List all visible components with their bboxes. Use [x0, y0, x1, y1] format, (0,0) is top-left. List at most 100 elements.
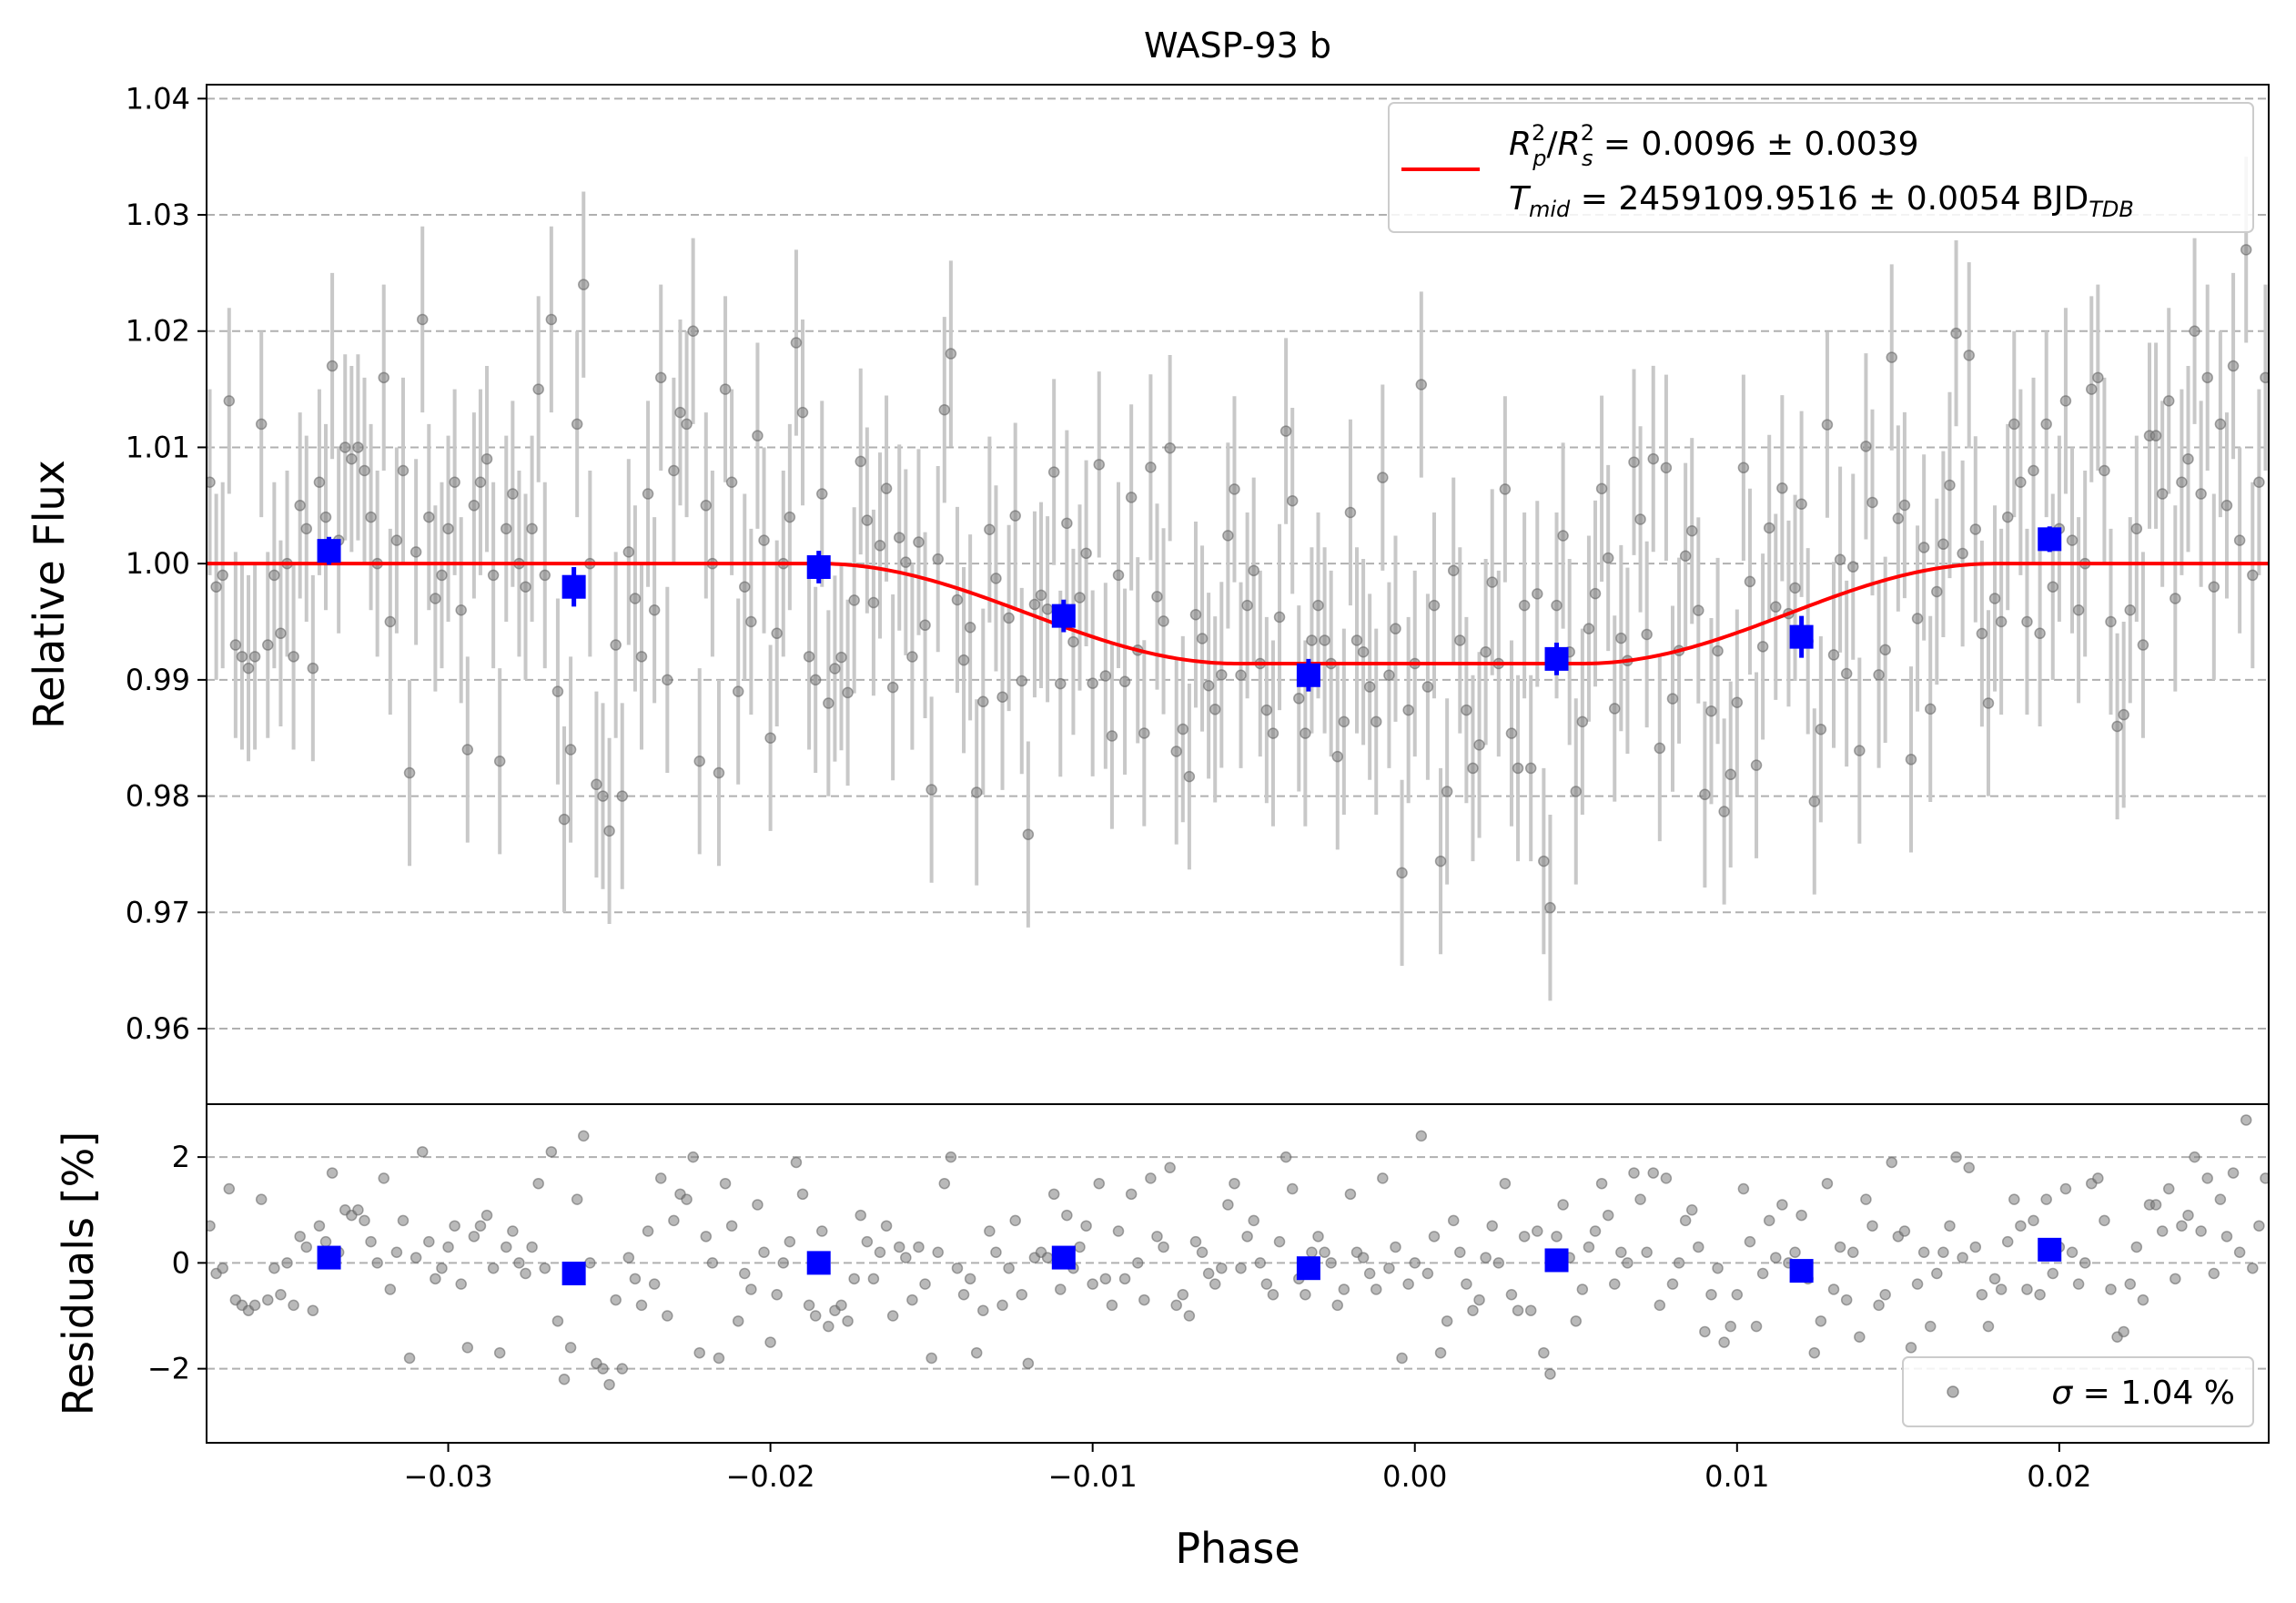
- residual-point: [1421, 1267, 1434, 1280]
- residual-point: [1589, 1225, 1602, 1237]
- residual-point: [706, 1257, 719, 1269]
- raw-flux-point: [1679, 550, 1692, 562]
- legend-tmid-label: Tmid = 2459109.9516 ± 0.0054 BJDTDB: [1509, 180, 2134, 222]
- raw-flux-point: [1834, 553, 1846, 565]
- residual-point: [771, 1289, 783, 1301]
- raw-flux-point: [674, 406, 686, 419]
- raw-flux-point: [2015, 476, 2027, 489]
- raw-flux-point: [1963, 350, 1975, 361]
- residual-point: [938, 1177, 951, 1190]
- raw-flux-point: [365, 511, 377, 523]
- residual-point: [1950, 1151, 1962, 1163]
- residual-point: [597, 1363, 609, 1375]
- residual-point: [1016, 1289, 1028, 1301]
- residual-point: [687, 1151, 699, 1163]
- residual-point: [1821, 1177, 1834, 1190]
- raw-flux-point: [255, 418, 268, 431]
- residual-point: [1106, 1299, 1118, 1312]
- raw-flux-point: [1718, 806, 1730, 817]
- residual-point: [403, 1352, 416, 1365]
- residual-point: [442, 1241, 454, 1253]
- raw-flux-point: [945, 348, 957, 360]
- residual-point: [1712, 1262, 1724, 1274]
- residual-point: [803, 1299, 815, 1312]
- raw-flux-point: [468, 500, 480, 512]
- raw-flux-point: [1467, 762, 1479, 775]
- residual-point: [436, 1262, 448, 1274]
- residual-point: [520, 1267, 531, 1280]
- residual-point: [1685, 1204, 1698, 1216]
- residual-point: [2220, 1231, 2233, 1243]
- raw-flux-point: [1917, 542, 1930, 553]
- residual-point: [1396, 1352, 1408, 1365]
- residual-point: [913, 1241, 925, 1253]
- raw-flux-point: [545, 313, 558, 326]
- raw-flux-point: [1229, 483, 1240, 495]
- residual-point: [809, 1310, 822, 1322]
- residual-point: [1080, 1220, 1092, 1232]
- residual-point: [468, 1231, 480, 1243]
- raw-flux-point: [1428, 599, 1441, 612]
- residual-point: [507, 1225, 519, 1237]
- raw-flux-point: [359, 464, 370, 477]
- residual-point: [945, 1151, 957, 1163]
- residual-point: [861, 1235, 874, 1248]
- residual-point: [874, 1246, 886, 1258]
- residual-point: [2162, 1182, 2175, 1195]
- raw-flux-point: [1699, 788, 1711, 801]
- residual-point: [359, 1214, 370, 1227]
- residual-point: [1093, 1177, 1106, 1190]
- raw-flux-point: [1306, 634, 1318, 646]
- raw-flux-point: [520, 581, 531, 593]
- residual-point: [1731, 1289, 1744, 1301]
- binned-residual-point: [1544, 1248, 1569, 1273]
- raw-flux-point: [1390, 623, 1401, 634]
- raw-flux-point: [1957, 547, 1968, 560]
- residual-point: [1138, 1294, 1150, 1306]
- residual-point: [1279, 1151, 1292, 1163]
- raw-flux-point: [384, 615, 397, 628]
- raw-flux-point: [1454, 634, 1466, 646]
- residual-point: [1795, 1209, 1807, 1222]
- residual-point: [1512, 1304, 1524, 1316]
- legend-residual-marker: [1947, 1385, 1959, 1398]
- residual-point: [784, 1235, 796, 1248]
- raw-flux-point: [288, 651, 299, 663]
- residual-point: [2214, 1193, 2227, 1205]
- residual-point: [1641, 1246, 1653, 1258]
- raw-flux-point: [1112, 569, 1125, 582]
- residual-point: [430, 1273, 441, 1285]
- raw-flux-point: [668, 464, 680, 477]
- raw-flux-point: [1995, 615, 2008, 628]
- residual-point: [2040, 1193, 2052, 1205]
- raw-flux-point: [1609, 703, 1621, 715]
- residual-point: [713, 1352, 725, 1365]
- residual-point: [758, 1246, 770, 1258]
- residual-point: [1976, 1289, 1988, 1301]
- raw-flux-point: [2066, 534, 2079, 546]
- raw-flux-point: [403, 766, 416, 779]
- bottom-y-tick-label: 0: [172, 1245, 190, 1280]
- raw-flux-point: [1583, 623, 1595, 634]
- raw-flux-point: [1273, 611, 1286, 624]
- residual-point: [2099, 1214, 2110, 1227]
- residual-point: [1177, 1289, 1189, 1301]
- raw-flux-point: [2170, 593, 2181, 604]
- residual-point: [2253, 1220, 2265, 1232]
- raw-flux-point: [1570, 786, 1583, 797]
- raw-flux-point: [990, 573, 1002, 584]
- residual-point: [455, 1278, 467, 1290]
- raw-flux-point: [861, 514, 874, 526]
- legend-depth-slash: /: [1547, 126, 1559, 163]
- raw-flux-point: [732, 685, 744, 697]
- residual-point: [1170, 1299, 1182, 1312]
- raw-flux-point: [1705, 705, 1717, 717]
- residual-point: [1467, 1304, 1479, 1316]
- residual-point: [1202, 1267, 1215, 1280]
- raw-flux-point: [1873, 669, 1885, 681]
- raw-flux-point: [725, 476, 738, 489]
- raw-flux-point: [597, 790, 609, 802]
- residual-point: [1917, 1246, 1930, 1258]
- residual-point: [1834, 1241, 1846, 1253]
